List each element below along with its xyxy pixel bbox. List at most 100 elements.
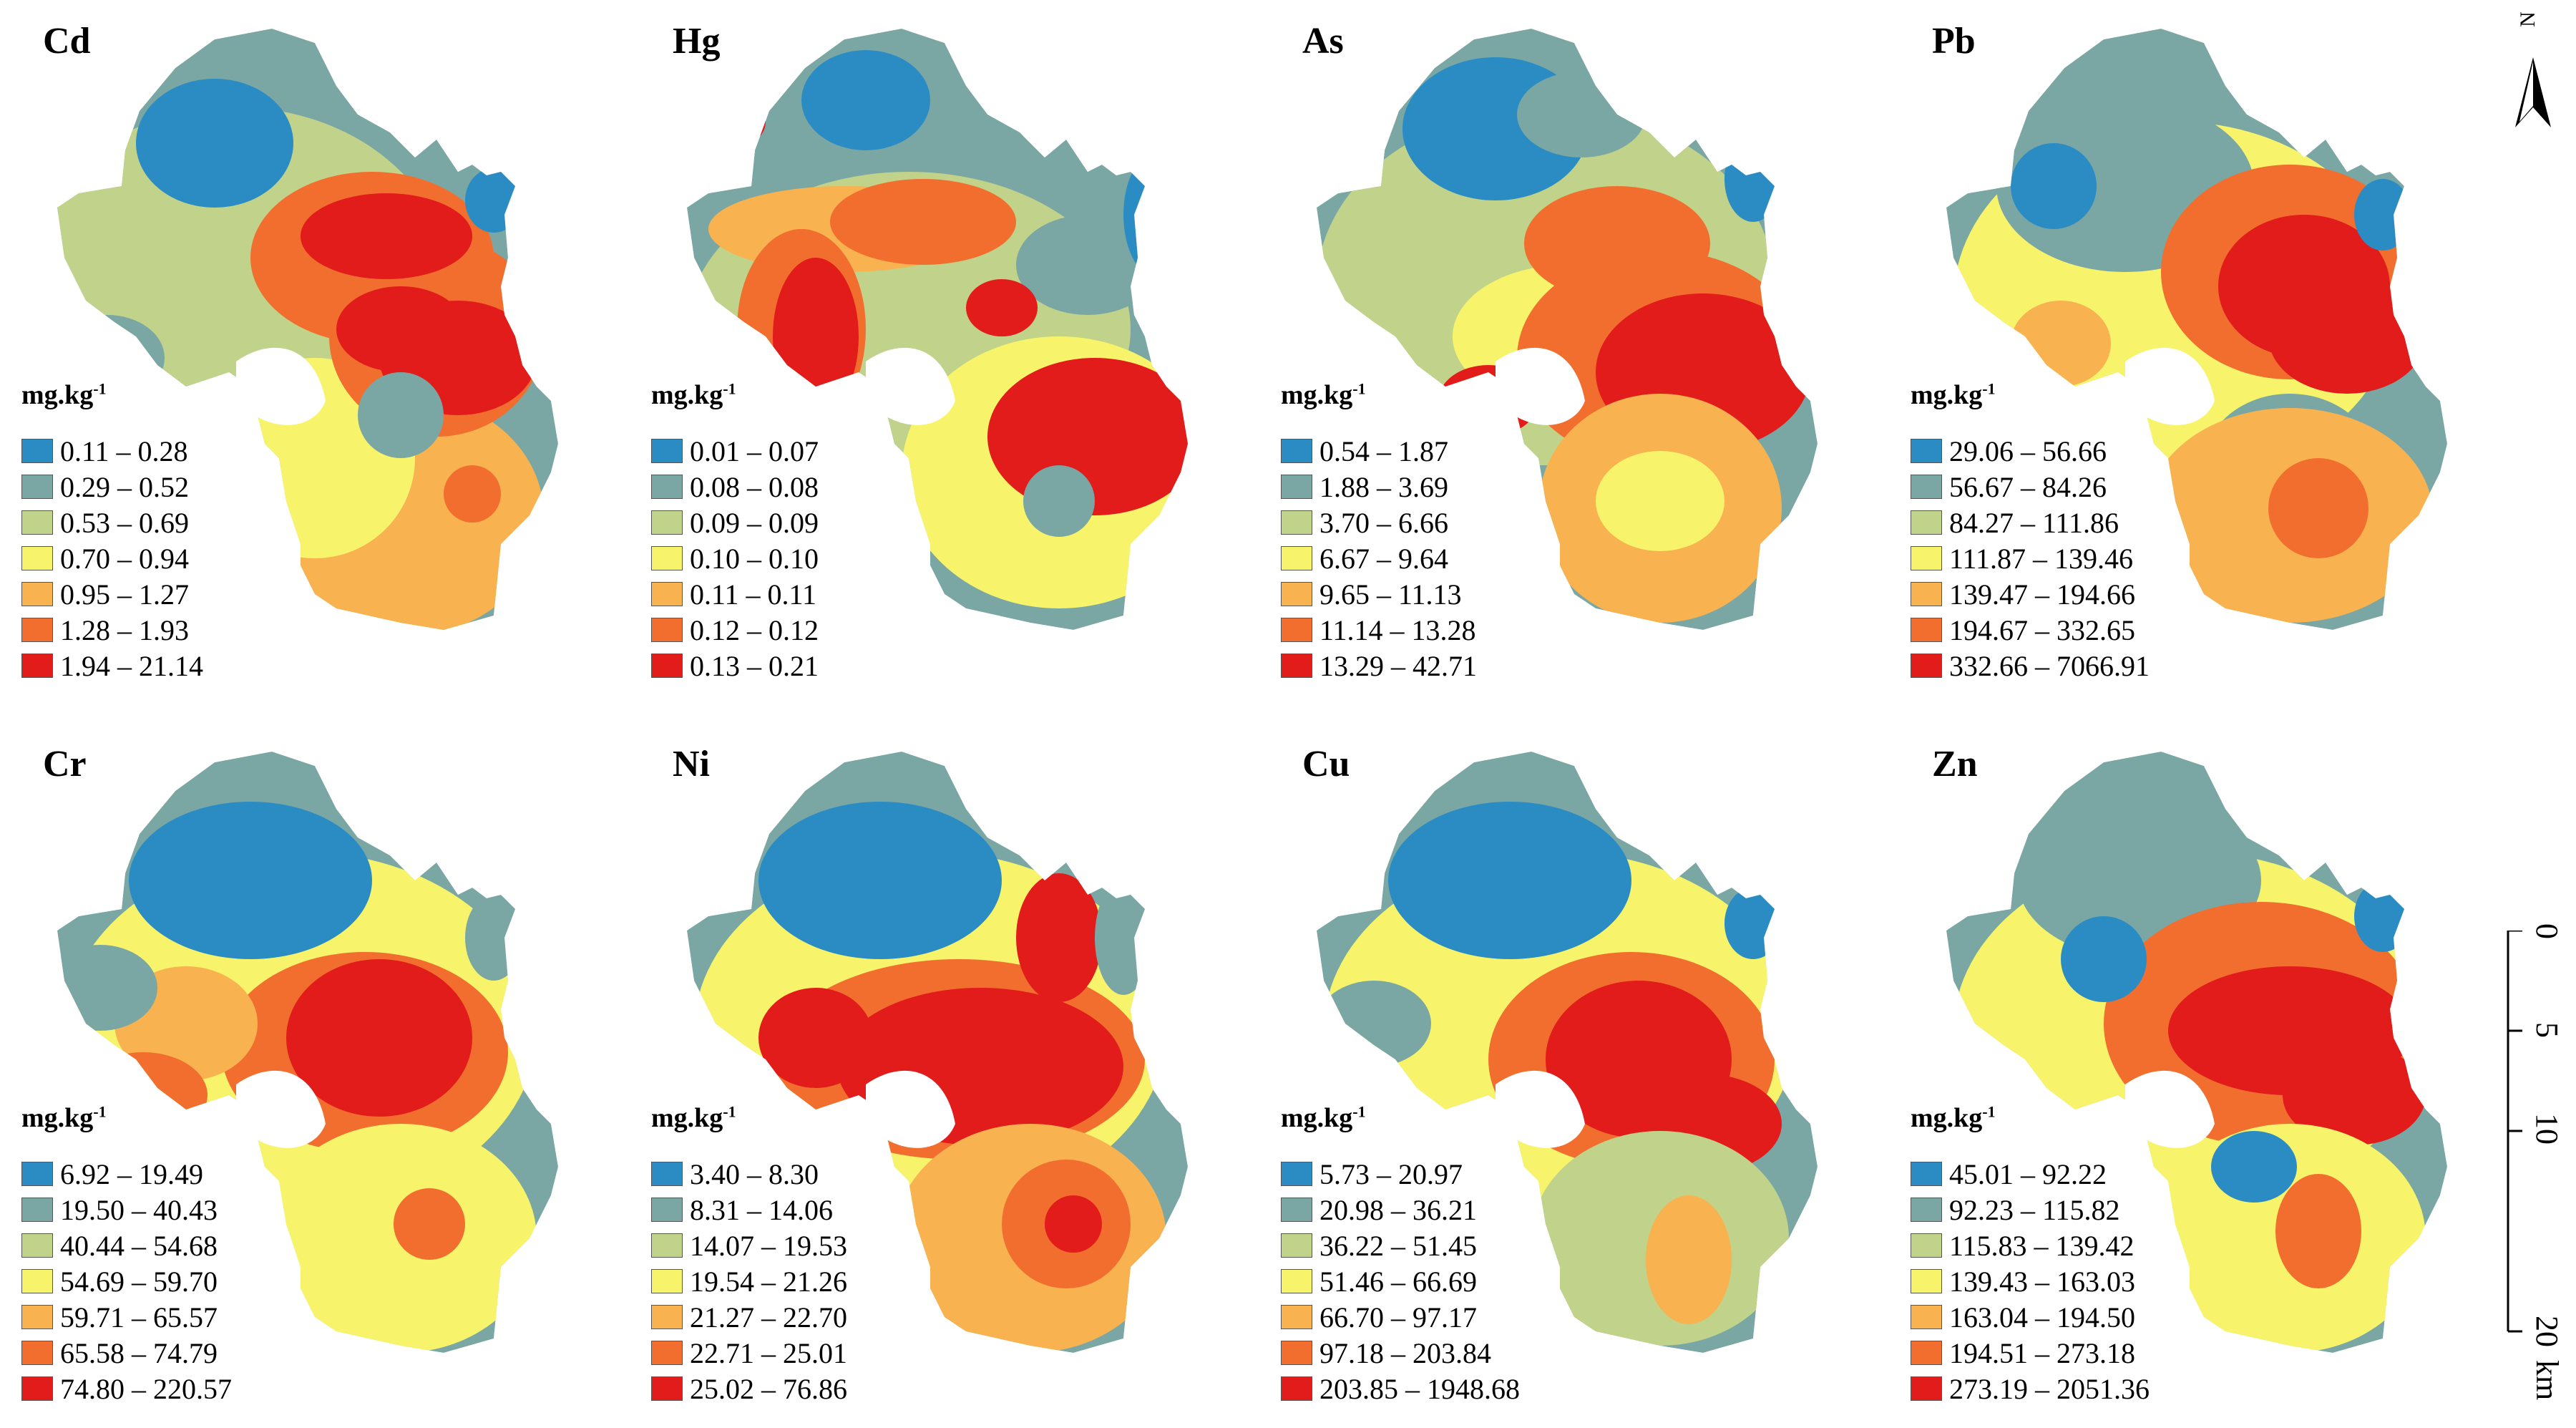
legend-swatch (21, 582, 53, 606)
legend-swatch (1911, 582, 1942, 606)
legend-row: 273.19 – 2051.36 (1911, 1371, 2150, 1407)
legend-label: 0.11 – 0.11 (690, 578, 817, 611)
excluded-area (1496, 1070, 1585, 1148)
scale-tick-5: 5 (2529, 1022, 2565, 1038)
legend-label: 0.01 – 0.07 (690, 434, 819, 467)
legend-swatch (1281, 475, 1312, 499)
legend-swatch (1911, 1162, 1942, 1186)
legend-row: 139.47 – 194.66 (1911, 576, 2150, 612)
concentration-zone (2011, 301, 2111, 387)
legend-label: 20.98 – 36.21 (1319, 1193, 1477, 1226)
legend-swatch (651, 1341, 683, 1365)
legend-swatch (1911, 618, 1942, 642)
concentration-zone (2354, 880, 2411, 952)
unit-label: mg.kg-1 (651, 379, 736, 410)
element-title: Pb (1932, 21, 1976, 62)
legend-label: 36.22 – 51.45 (1319, 1229, 1477, 1262)
concentration-zone (1317, 981, 1431, 1067)
legend-row: 54.69 – 59.70 (21, 1263, 232, 1299)
legend-swatch (651, 1198, 683, 1222)
concentration-zone (1016, 873, 1102, 1002)
legend-row: 0.10 – 0.10 (651, 540, 819, 576)
legend-swatch (1911, 1269, 1942, 1293)
legend-row: 0.08 – 0.08 (651, 469, 819, 505)
map-panel-zn: Zn mg.kg-1 45.01 – 92.22 92.23 – 115.82 11… (1889, 723, 2519, 1424)
legend-row: 8.31 – 14.06 (651, 1192, 847, 1228)
legend: 0.01 – 0.07 0.08 – 0.08 0.09 – 0.09 0.10 – … (651, 433, 819, 684)
legend-row: 1.88 – 3.69 (1281, 469, 1477, 505)
legend-row: 0.12 – 0.12 (651, 612, 819, 648)
interpolation-map (1946, 752, 2447, 1353)
legend-row: 0.54 – 1.87 (1281, 433, 1477, 469)
legend-label: 54.69 – 59.70 (60, 1265, 218, 1298)
legend-swatch (651, 475, 683, 499)
element-title: Zn (1932, 744, 1978, 785)
legend: 6.92 – 19.49 19.50 – 40.43 40.44 – 54.68 54… (21, 1156, 232, 1407)
legend-label: 84.27 – 111.86 (1949, 506, 2119, 539)
legend-label: 14.07 – 19.53 (690, 1229, 847, 1262)
legend-swatch (651, 1233, 683, 1258)
element-title: Cr (43, 744, 87, 785)
unit-label: mg.kg-1 (1281, 1102, 1366, 1133)
legend-row: 45.01 – 92.22 (1911, 1156, 2150, 1192)
concentration-zone (2011, 143, 2097, 229)
legend-swatch (21, 654, 53, 678)
legend-swatch (1281, 1233, 1312, 1258)
scale-bar: 0 5 10 20 km (2487, 923, 2572, 1417)
legend-row: 66.70 – 97.17 (1281, 1299, 1520, 1335)
legend-swatch (1911, 439, 1942, 463)
legend-label: 273.19 – 2051.36 (1949, 1372, 2150, 1405)
scale-unit: km (2529, 1360, 2565, 1401)
map-panel-ni: Ni mg.kg-1 3.40 – 8.30 8.31 – 14.06 14.07 … (630, 723, 1259, 1424)
legend-label: 0.95 – 1.27 (60, 578, 189, 611)
legend-label: 1.88 – 3.69 (1319, 470, 1448, 503)
legend-row: 19.54 – 21.26 (651, 1263, 847, 1299)
legend-swatch (21, 618, 53, 642)
legend-row: 65.58 – 74.79 (21, 1335, 232, 1371)
legend-swatch (651, 582, 683, 606)
legend-swatch (1281, 1305, 1312, 1329)
legend-label: 139.43 – 163.03 (1949, 1265, 2135, 1298)
legend-swatch (1281, 1269, 1312, 1293)
excluded-area (866, 1070, 955, 1148)
concentration-zone (1023, 465, 1095, 537)
legend-row: 332.66 – 7066.91 (1911, 648, 2150, 684)
legend-swatch (1281, 1376, 1312, 1401)
legend-row: 3.40 – 8.30 (651, 1156, 847, 1192)
element-title: Ni (673, 744, 710, 785)
legend-row: 0.29 – 0.52 (21, 469, 203, 505)
unit-label: mg.kg-1 (1911, 379, 1996, 410)
concentration-zone (2061, 916, 2147, 1002)
concentration-zone (773, 258, 859, 415)
legend-row: 25.02 – 76.86 (651, 1371, 847, 1407)
legend-swatch (21, 1162, 53, 1186)
legend-label: 0.54 – 1.87 (1319, 434, 1448, 467)
legend: 45.01 – 92.22 92.23 – 115.82 115.83 – 139.… (1911, 1156, 2150, 1407)
concentration-zone (1123, 150, 1188, 279)
legend-label: 56.67 – 84.26 (1949, 470, 2107, 503)
legend-row: 139.43 – 163.03 (1911, 1263, 2150, 1299)
legend-label: 0.08 – 0.08 (690, 470, 819, 503)
legend-swatch (1281, 582, 1312, 606)
element-title: Hg (673, 21, 721, 62)
concentration-zone (2268, 458, 2368, 558)
legend-row: 0.95 – 1.27 (21, 576, 203, 612)
legend-swatch (21, 510, 53, 535)
element-title: As (1302, 21, 1344, 62)
legend-row: 194.51 – 273.18 (1911, 1335, 2150, 1371)
legend-label: 0.12 – 0.12 (690, 613, 819, 646)
map-panel-cd: Cd mg.kg-1 0.11 – 0.28 0.29 – 0.52 0.53 – … (0, 0, 630, 701)
legend-row: 14.07 – 19.53 (651, 1228, 847, 1263)
concentration-zone (1517, 72, 1646, 157)
concentration-zone (966, 279, 1038, 336)
legend-swatch (1911, 475, 1942, 499)
legend-swatch (21, 475, 53, 499)
legend-row: 29.06 – 56.66 (1911, 433, 2150, 469)
legend-row: 111.87 – 139.46 (1911, 540, 2150, 576)
interpolation-map (1317, 29, 1818, 630)
concentration-zone (959, 50, 1102, 136)
legend-row: 0.70 – 0.94 (21, 540, 203, 576)
interpolation-map (57, 752, 558, 1353)
legend-row: 74.80 – 220.57 (21, 1371, 232, 1407)
map-surface (1317, 752, 1818, 1353)
